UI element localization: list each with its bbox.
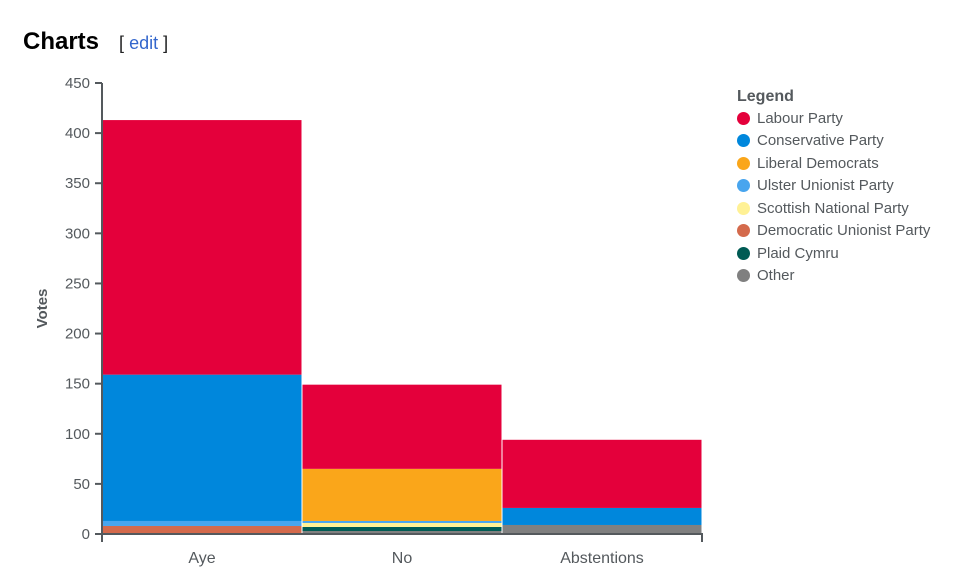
legend-item: Democratic Unionist Party [737, 220, 930, 243]
bar-segment [302, 530, 502, 534]
y-tick-label: 250 [65, 275, 90, 292]
legend-swatch [737, 111, 750, 125]
y-tick-label: 200 [65, 326, 90, 343]
bar-segment [102, 374, 302, 521]
legend-label: Labour Party [757, 109, 843, 127]
bar-segment [102, 520, 302, 526]
legend-item: Liberal Democrats [737, 152, 930, 175]
legend-label: Liberal Democrats [757, 154, 879, 172]
legend-label: Other [757, 267, 795, 285]
legend-label: Plaid Cymru [757, 244, 839, 262]
y-tick-label: 100 [65, 426, 90, 443]
bar-segment [502, 507, 702, 525]
bar-segment [102, 120, 302, 375]
chart-legend: Legend Labour Party Conservative Party Lib… [737, 88, 930, 287]
bar-segment [302, 522, 502, 527]
bar-segment [102, 525, 302, 533]
edit-bracket-close: ] [163, 33, 169, 53]
legend-label: Ulster Unionist Party [757, 177, 894, 195]
legend-swatch [737, 134, 750, 148]
bar-segment [502, 524, 702, 534]
y-tick-label: 300 [65, 225, 90, 242]
legend-label: Scottish National Party [757, 199, 909, 217]
edit-link[interactable]: edit [129, 33, 159, 53]
y-tick-label: 150 [65, 376, 90, 393]
legend-item: Other [737, 265, 930, 288]
bar-segment [302, 526, 502, 531]
legend-swatch [737, 201, 750, 215]
y-tick-label: 350 [65, 175, 90, 192]
section-title: Charts [23, 28, 100, 55]
legend-swatch [737, 269, 750, 283]
legend-swatch [737, 224, 750, 238]
bar-segment [302, 468, 502, 521]
legend-items: Labour Party Conservative Party Liberal De… [737, 107, 930, 287]
bar-segment [502, 439, 702, 508]
edit-section: [ edit ] [119, 33, 168, 54]
legend-swatch [737, 156, 750, 170]
y-tick-label: 450 [65, 75, 90, 92]
legend-item: Ulster Unionist Party [737, 175, 930, 198]
y-tick-label: 50 [73, 476, 90, 493]
section-heading: Charts [ edit ] [23, 28, 168, 56]
y-tick-label: 0 [82, 526, 90, 543]
legend-title: Legend [737, 88, 794, 105]
legend-label: Democratic Unionist Party [757, 222, 931, 240]
legend-item: Conservative Party [737, 130, 930, 153]
edit-bracket-open: [ [119, 33, 125, 53]
bar-segment [302, 520, 502, 523]
legend-swatch [737, 246, 750, 260]
x-tick-label: Aye [188, 550, 215, 567]
legend-swatch [737, 179, 750, 193]
x-tick-label: No [392, 550, 413, 567]
legend-item: Plaid Cymru [737, 242, 930, 265]
y-axis-title: Votes [34, 289, 51, 329]
legend-label: Conservative Party [757, 132, 884, 150]
legend-item: Scottish National Party [737, 197, 930, 220]
bar-segment [302, 384, 502, 469]
x-tick-label: Abstentions [560, 550, 644, 567]
y-tick-label: 400 [65, 125, 90, 142]
legend-item: Labour Party [737, 107, 930, 130]
